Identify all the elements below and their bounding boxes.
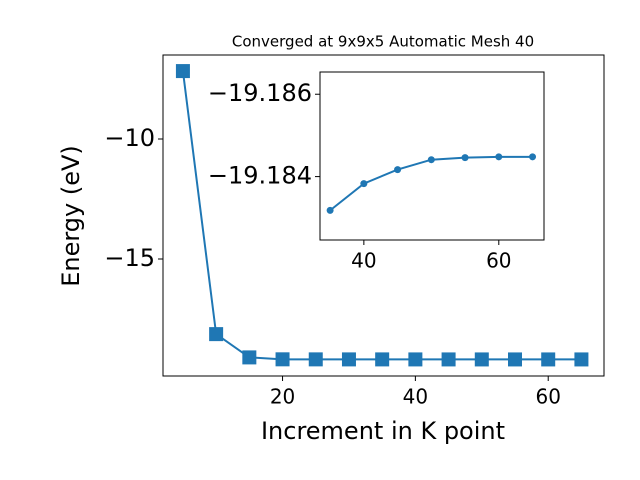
x-tick-label: 20 xyxy=(270,385,295,409)
point xyxy=(427,156,435,164)
x-tick-label: 40 xyxy=(403,385,428,409)
y-tick-label: −15 xyxy=(104,244,155,272)
point xyxy=(408,352,423,367)
point xyxy=(508,352,523,367)
x-tick-label: 60 xyxy=(535,385,560,409)
point xyxy=(574,352,589,367)
point xyxy=(541,352,556,367)
point xyxy=(308,352,323,367)
point xyxy=(360,180,368,188)
point xyxy=(394,166,402,174)
y-axis-label: Energy (eV) xyxy=(57,145,85,287)
point xyxy=(441,352,456,367)
y-tick-label: −19.184 xyxy=(208,162,312,190)
point xyxy=(375,352,390,367)
x-tick-label: 40 xyxy=(351,249,376,273)
point xyxy=(495,153,503,161)
point xyxy=(175,64,190,79)
y-tick-label: −19.186 xyxy=(208,79,312,107)
point xyxy=(461,154,469,162)
x-tick-label: 60 xyxy=(486,249,511,273)
point xyxy=(529,153,537,161)
x-axis-label: Increment in K point xyxy=(261,417,505,445)
chart-title: Converged at 9x9x5 Automatic Mesh 40 xyxy=(232,33,534,51)
point xyxy=(242,350,257,365)
point xyxy=(209,327,224,342)
point xyxy=(326,206,334,214)
point xyxy=(474,352,489,367)
y-tick-label: −10 xyxy=(104,124,155,152)
point xyxy=(341,352,356,367)
point xyxy=(275,352,290,367)
